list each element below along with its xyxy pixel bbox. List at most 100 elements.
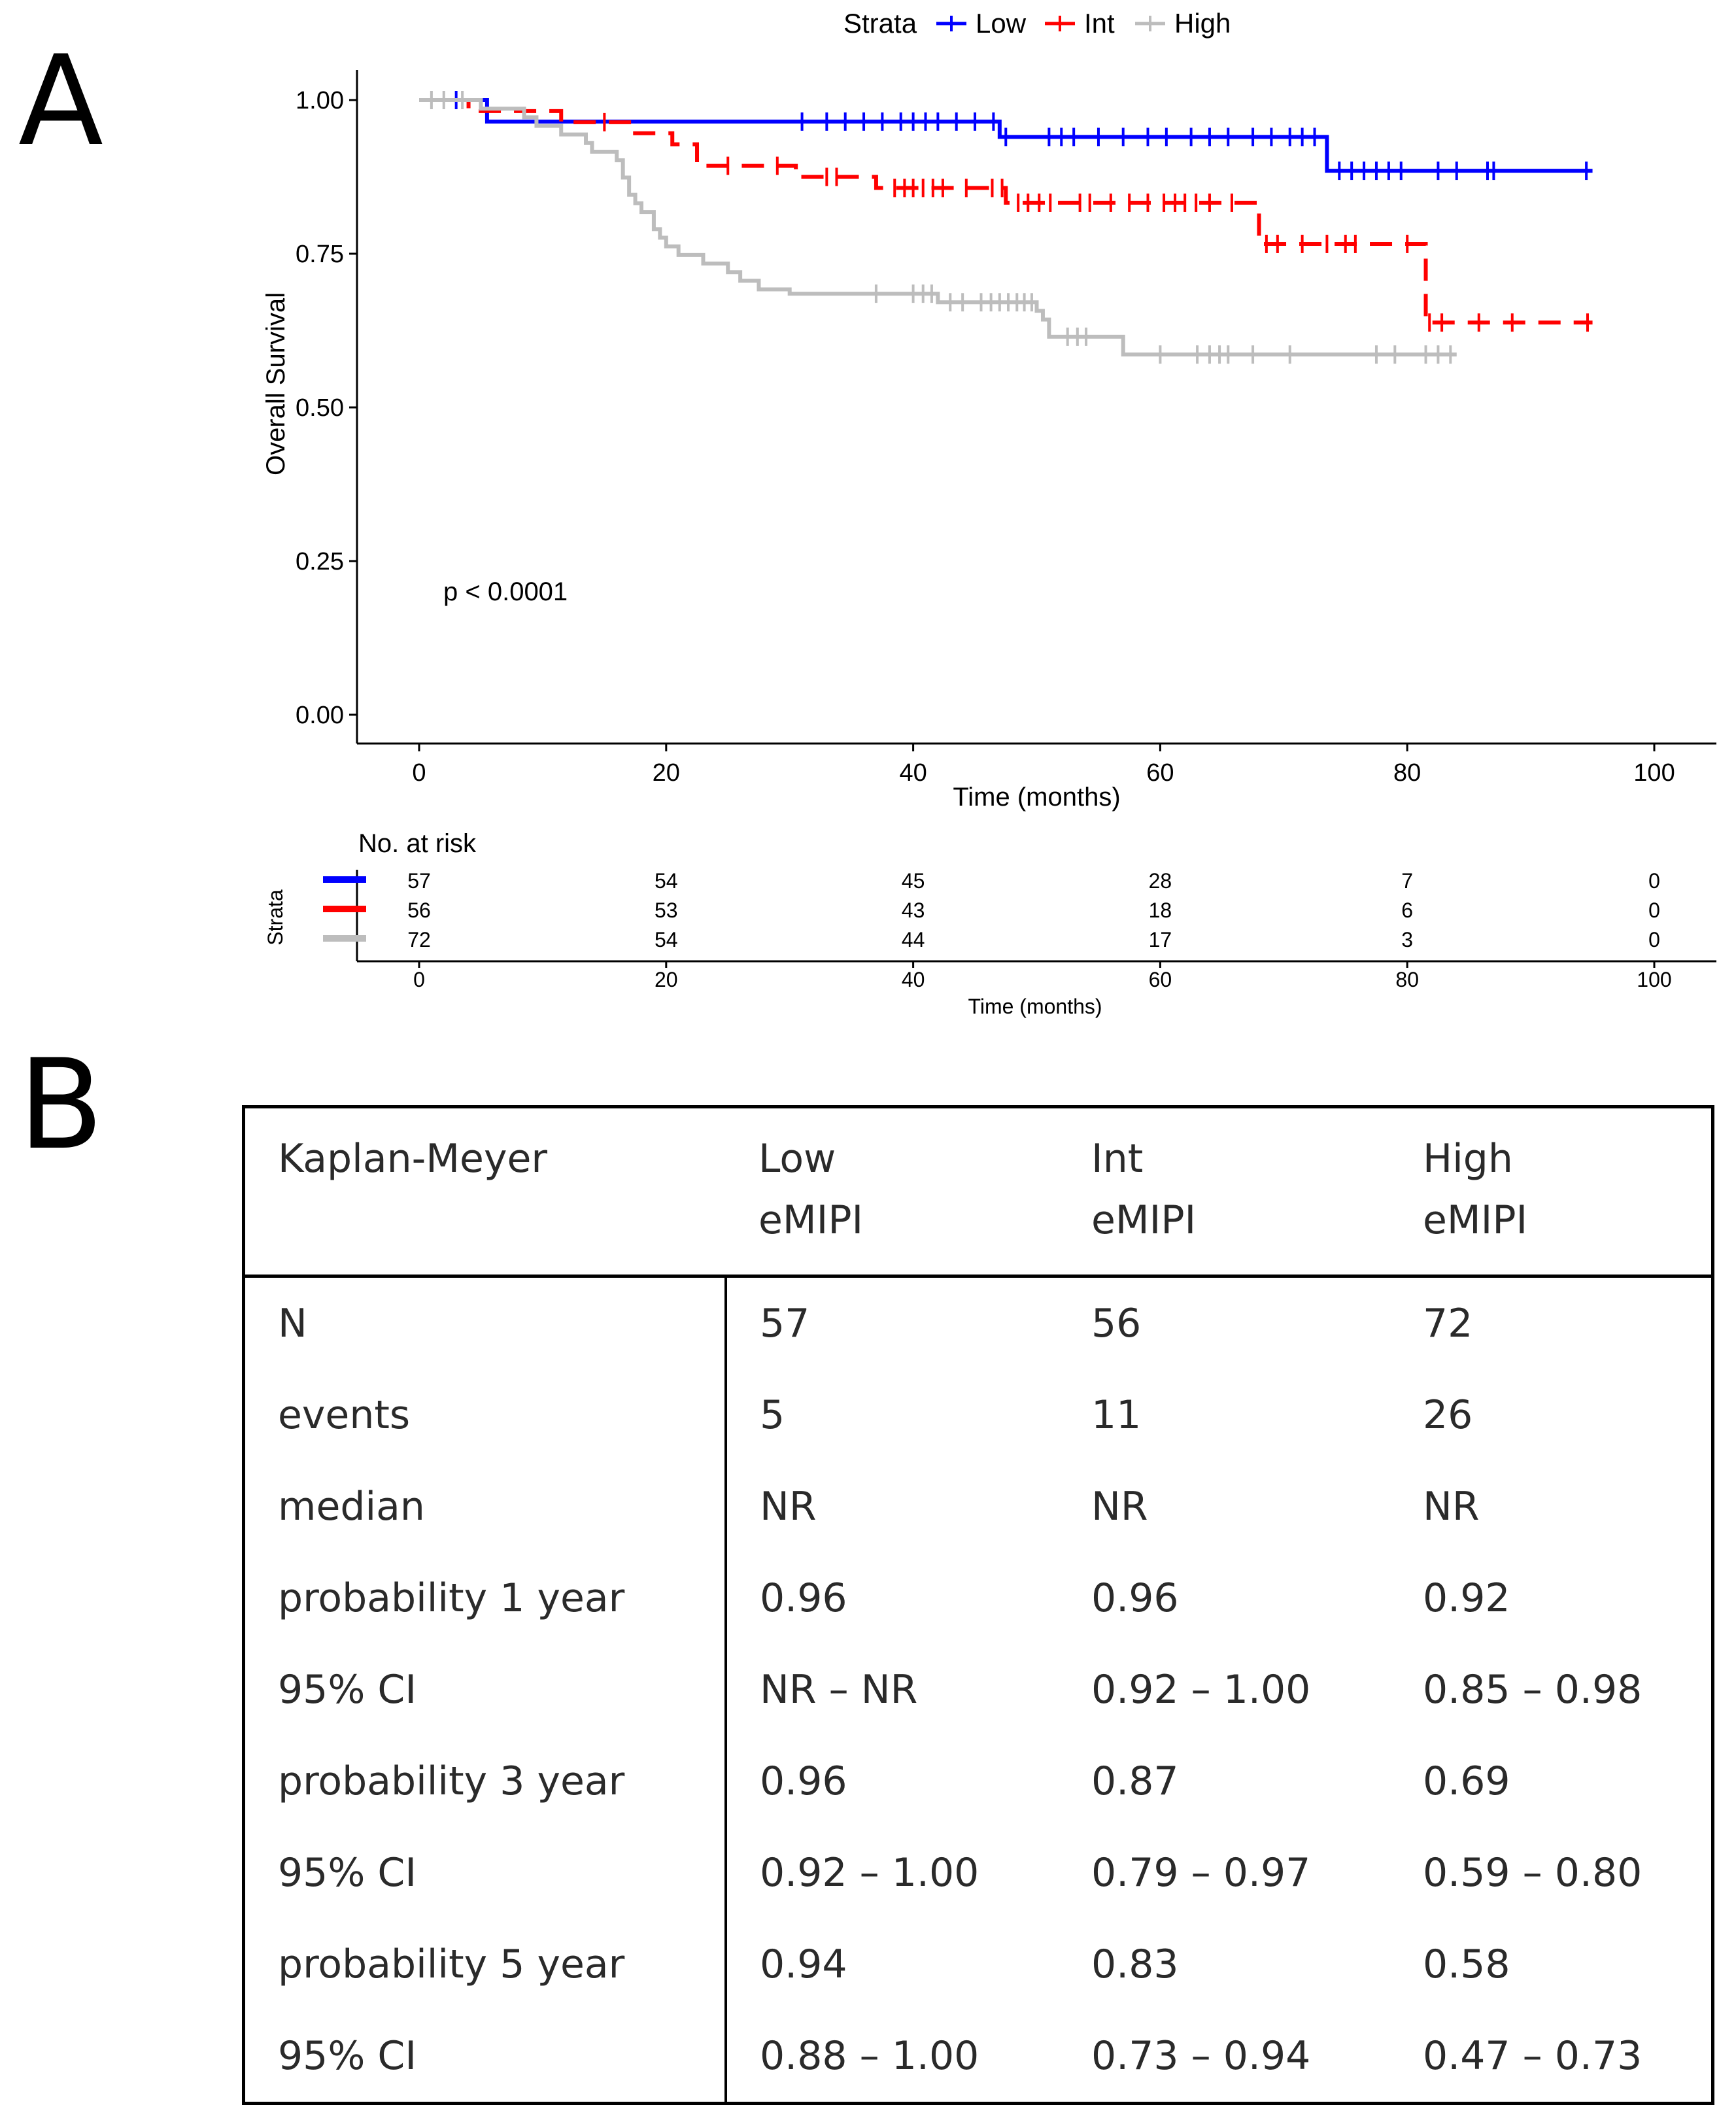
km-table-row: N 57 56 72 bbox=[243, 1276, 1713, 1370]
risk-count: 56 bbox=[407, 898, 431, 922]
km-cell: 0.96 bbox=[726, 1552, 1059, 1644]
risk-count: 6 bbox=[1401, 898, 1413, 922]
km-row-label: probability 3 year bbox=[243, 1736, 727, 1827]
km-cell: 0.73 – 0.94 bbox=[1059, 2010, 1390, 2104]
km-cell-value: 0.92 bbox=[1423, 1575, 1510, 1621]
km-row-label-text: events bbox=[278, 1392, 411, 1438]
km-header-col: Int eMIPI bbox=[1059, 1106, 1390, 1278]
y-tick-label: 1.00 bbox=[296, 87, 344, 114]
risk-count: 54 bbox=[655, 928, 678, 951]
y-tick-label: 0.00 bbox=[296, 702, 344, 729]
km-cell: 11 bbox=[1059, 1369, 1390, 1461]
km-cell: 0.94 bbox=[726, 1919, 1059, 2010]
risk-x-tick-label: 100 bbox=[1637, 968, 1671, 991]
km-cell-value: 0.92 – 1.00 bbox=[760, 1850, 979, 1896]
p-value-annotation: p < 0.0001 bbox=[443, 577, 568, 606]
risk-count: 28 bbox=[1149, 869, 1172, 893]
km-cell: 72 bbox=[1390, 1276, 1713, 1370]
km-row-label: N bbox=[243, 1276, 727, 1369]
km-header-col-line1: Int bbox=[1091, 1136, 1144, 1182]
panel-label-b: B bbox=[18, 1033, 104, 1177]
risk-count: 17 bbox=[1149, 928, 1172, 951]
km-cell: 0.83 bbox=[1059, 1919, 1390, 2010]
x-axis-title: Time (months) bbox=[953, 783, 1120, 812]
risk-x-tick-label: 80 bbox=[1395, 968, 1419, 991]
km-cell-value: 0.79 – 0.97 bbox=[1091, 1850, 1311, 1896]
km-cell-value: 0.92 – 1.00 bbox=[1091, 1667, 1311, 1713]
km-cell: 56 bbox=[1059, 1276, 1390, 1370]
km-row-label: median bbox=[243, 1461, 727, 1552]
km-header-label-text: Kaplan-Meyer bbox=[278, 1136, 548, 1182]
km-header-col-line1: High bbox=[1423, 1136, 1513, 1182]
km-table-row: probability 5 year 0.94 0.83 0.58 bbox=[243, 1919, 1713, 2010]
risk-count: 44 bbox=[902, 928, 925, 951]
km-row-label-text: median bbox=[278, 1484, 425, 1530]
km-cell: 26 bbox=[1390, 1369, 1713, 1461]
km-header-col-line2: eMIPI bbox=[1091, 1197, 1197, 1243]
survival-curve-low bbox=[419, 98, 1593, 173]
y-tick-label: 0.50 bbox=[296, 394, 344, 422]
km-cell-value: 0.87 bbox=[1091, 1758, 1179, 1804]
km-cell-value: NR bbox=[1423, 1484, 1480, 1530]
survival-curve-high bbox=[419, 98, 1457, 357]
km-cell: NR bbox=[1059, 1461, 1390, 1552]
km-cell-value: NR bbox=[760, 1484, 817, 1530]
km-cell-value: 72 bbox=[1423, 1301, 1473, 1346]
km-cell-value: 0.73 – 0.94 bbox=[1091, 2033, 1311, 2079]
km-row-label-text: probability 5 year bbox=[278, 1942, 625, 1987]
km-row-label: 95% CI bbox=[243, 2010, 727, 2104]
km-cell: 0.79 – 0.97 bbox=[1059, 1827, 1390, 1919]
risk-x-tick-label: 40 bbox=[902, 968, 925, 991]
km-cell: NR – NR bbox=[726, 1644, 1059, 1736]
km-cell: 57 bbox=[726, 1276, 1059, 1370]
km-row-label-text: 95% CI bbox=[278, 1667, 417, 1713]
km-row-label-text: N bbox=[278, 1301, 307, 1346]
x-tick-label: 60 bbox=[1146, 759, 1174, 787]
km-row-label: 95% CI bbox=[243, 1644, 727, 1736]
survival-curve-int bbox=[419, 98, 1593, 325]
km-row-label-text: probability 1 year bbox=[278, 1575, 625, 1621]
km-row-label: probability 1 year bbox=[243, 1552, 727, 1644]
km-cell: 0.88 – 1.00 bbox=[726, 2010, 1059, 2104]
risk-y-axis-title: Strata bbox=[264, 889, 287, 946]
risk-x-tick-label: 0 bbox=[413, 968, 425, 991]
km-cell-value: 0.47 – 0.73 bbox=[1423, 2033, 1642, 2079]
km-cell: 0.69 bbox=[1390, 1736, 1713, 1827]
risk-count: 45 bbox=[902, 869, 925, 893]
km-cell: 0.96 bbox=[726, 1736, 1059, 1827]
km-cell-value: NR bbox=[1091, 1484, 1148, 1530]
km-cell-value: 0.83 bbox=[1091, 1942, 1179, 1987]
legend-label-int: Int bbox=[1084, 8, 1115, 39]
km-cell: 5 bbox=[726, 1369, 1059, 1461]
km-cell: 0.92 – 1.00 bbox=[726, 1827, 1059, 1919]
risk-count: 18 bbox=[1149, 898, 1172, 922]
risk-count: 57 bbox=[407, 869, 431, 893]
risk-count: 0 bbox=[1648, 898, 1660, 922]
km-header-col: High eMIPI bbox=[1390, 1106, 1713, 1278]
y-axis-title: Overall Survival bbox=[262, 292, 290, 475]
km-header-col-line2: eMIPI bbox=[1423, 1197, 1528, 1243]
km-cell-value: 26 bbox=[1423, 1392, 1473, 1438]
risk-count: 7 bbox=[1401, 869, 1413, 893]
km-cell-value: 0.59 – 0.80 bbox=[1423, 1850, 1642, 1896]
risk-x-axis-title: Time (months) bbox=[968, 995, 1102, 1018]
km-cell-value: 5 bbox=[760, 1392, 785, 1438]
km-cell-value: 0.96 bbox=[760, 1758, 847, 1804]
km-cell: 0.96 bbox=[1059, 1552, 1390, 1644]
km-header-col-line1: Low bbox=[758, 1136, 836, 1182]
risk-x-tick-label: 60 bbox=[1149, 968, 1172, 991]
x-tick-label: 20 bbox=[653, 759, 680, 787]
km-cell-value: 11 bbox=[1091, 1392, 1142, 1438]
km-row-label: 95% CI bbox=[243, 1827, 727, 1919]
risk-count: 54 bbox=[655, 869, 678, 893]
risk-x-tick-label: 20 bbox=[655, 968, 678, 991]
legend-title: Strata bbox=[843, 8, 917, 39]
km-cell: NR bbox=[726, 1461, 1059, 1552]
risk-count: 53 bbox=[655, 898, 678, 922]
km-row-label-text: probability 3 year bbox=[278, 1758, 625, 1804]
km-cell-value: 0.85 – 0.98 bbox=[1423, 1667, 1642, 1713]
km-cell: 0.87 bbox=[1059, 1736, 1390, 1827]
risk-count: 0 bbox=[1648, 869, 1660, 893]
km-cell: NR bbox=[1390, 1461, 1713, 1552]
